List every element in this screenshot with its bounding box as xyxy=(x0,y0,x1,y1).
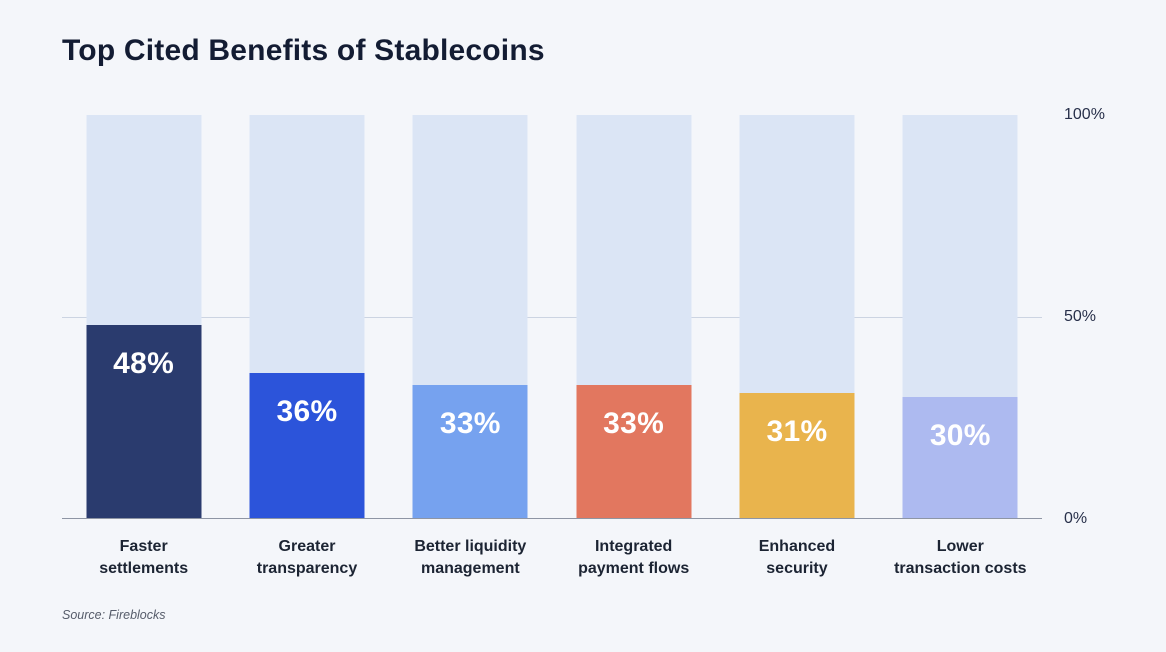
bar-value-label: 31% xyxy=(766,415,828,449)
bar-column-greater-transparency: 36% xyxy=(225,115,388,518)
bar-fill: 33% xyxy=(412,385,528,518)
bar-column-faster-settlements: 48% xyxy=(62,115,225,518)
plot-area: 48% 36% 33% 33% xyxy=(62,115,1042,519)
bar-column-enhanced-security: 31% xyxy=(715,115,878,518)
category-label: Integrated payment flows xyxy=(578,538,690,577)
bar-column-integrated-payment-flows: 33% xyxy=(552,115,715,518)
y-tick-50: 50% xyxy=(1064,308,1097,325)
bar-value-label: 48% xyxy=(113,346,175,380)
bar-fill: 36% xyxy=(249,372,365,518)
category-label: Lower transaction costs xyxy=(894,538,1027,577)
bar-fill: 48% xyxy=(86,324,202,518)
bar-value-label: 36% xyxy=(276,394,338,428)
bar-column-lower-transaction-costs: 30% xyxy=(879,115,1042,518)
category-labels: Faster settlements Greater transparency … xyxy=(62,536,1042,579)
bar-value-label: 33% xyxy=(603,407,665,441)
bar-column-better-liquidity: 33% xyxy=(389,115,552,518)
y-tick-100: 100% xyxy=(1064,106,1105,123)
gridline-50pct xyxy=(62,316,1042,318)
category-label: Better liquidity management xyxy=(414,538,527,577)
y-tick-0: 0% xyxy=(1064,510,1088,527)
category-label: Faster settlements xyxy=(99,538,189,577)
bar-value-label: 33% xyxy=(439,407,501,441)
source-note: Source: Fireblocks xyxy=(62,608,166,622)
bar-value-label: 30% xyxy=(929,419,991,453)
category-label: Enhanced security xyxy=(758,538,836,577)
bar-fill: 30% xyxy=(902,397,1018,518)
bar-fill: 33% xyxy=(576,385,692,518)
bar-columns: 48% 36% 33% 33% xyxy=(62,115,1042,518)
bar-fill: 31% xyxy=(739,393,855,518)
category-label: Greater transparency xyxy=(256,538,358,577)
chart-title: Top Cited Benefits of Stablecoins xyxy=(62,34,545,67)
